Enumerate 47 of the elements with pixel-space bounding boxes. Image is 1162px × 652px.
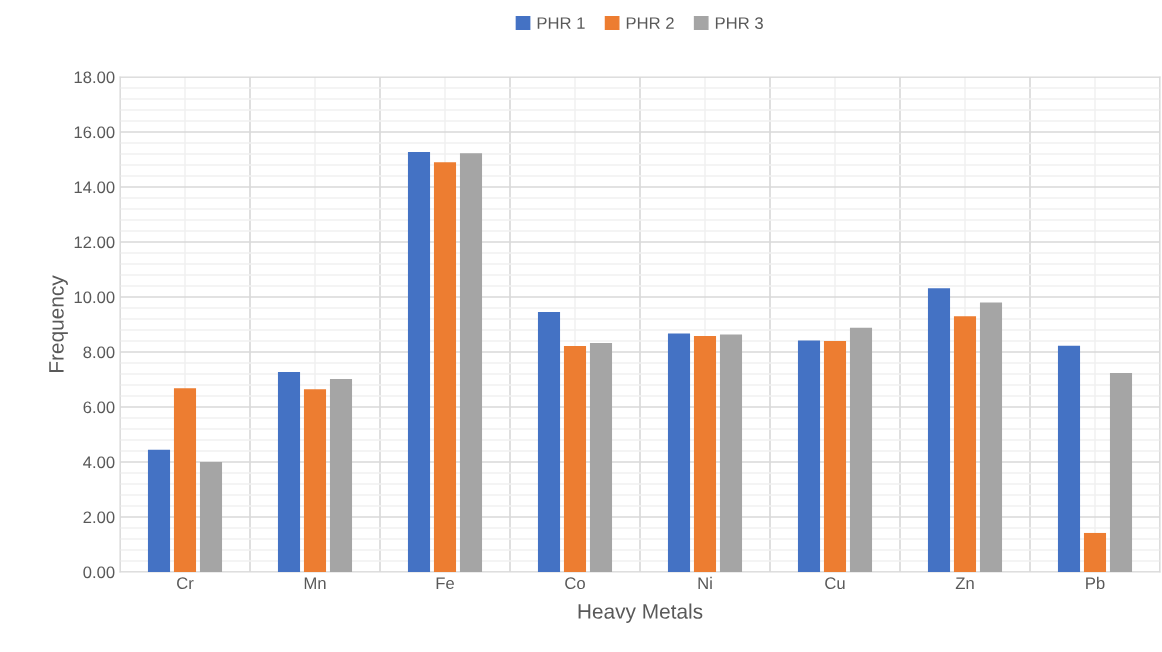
legend-label: PHR 1 (537, 17, 585, 29)
bar (173, 388, 197, 572)
bar (979, 302, 1003, 572)
x-tick-label: Zn (955, 577, 974, 589)
bar (589, 342, 613, 572)
y-tick-label: 18.00 (74, 71, 115, 84)
bar (693, 336, 717, 572)
y-tick-label: 10.00 (74, 291, 115, 304)
y-tick-label: 16.00 (74, 126, 115, 139)
legend-label: PHR 2 (626, 17, 674, 29)
x-tick-label: Pb (1086, 576, 1105, 590)
bar (927, 288, 951, 572)
x-tick-label: Mn (304, 577, 326, 589)
y-tick-label: 0.00 (83, 566, 115, 579)
x-tick-label: Fe (436, 577, 454, 590)
bar (459, 153, 483, 572)
y-axis-title: Frequency (49, 275, 68, 372)
bar (563, 345, 587, 572)
bar (303, 389, 327, 572)
bar (407, 152, 431, 572)
bar (433, 162, 457, 572)
x-tick-label: Co (565, 577, 585, 590)
bar (797, 340, 821, 572)
y-tick-label: 4.00 (83, 456, 115, 469)
bar (199, 462, 223, 572)
x-axis-title: Heavy Metals (578, 603, 703, 623)
bar (1109, 372, 1133, 572)
legend-label: PHR 3 (715, 17, 763, 30)
bar (277, 372, 301, 572)
bar (329, 378, 353, 572)
y-tick-label: 6.00 (83, 401, 115, 414)
bar (953, 316, 977, 572)
x-tick-label: Cr (177, 577, 194, 590)
x-tick-label: Ni (698, 576, 712, 589)
y-tick-label: 12.00 (74, 236, 115, 249)
bar (1083, 532, 1107, 572)
bar (667, 333, 691, 572)
y-tick-label: 8.00 (83, 346, 115, 359)
bar (537, 312, 561, 572)
bar (719, 334, 743, 572)
bar (147, 449, 171, 572)
bar (849, 327, 873, 572)
y-tick-label: 14.00 (74, 181, 115, 194)
x-tick-label: Cu (825, 577, 845, 590)
bar (1057, 345, 1081, 572)
bar (823, 341, 847, 572)
y-tick-label: 2.00 (83, 511, 115, 524)
